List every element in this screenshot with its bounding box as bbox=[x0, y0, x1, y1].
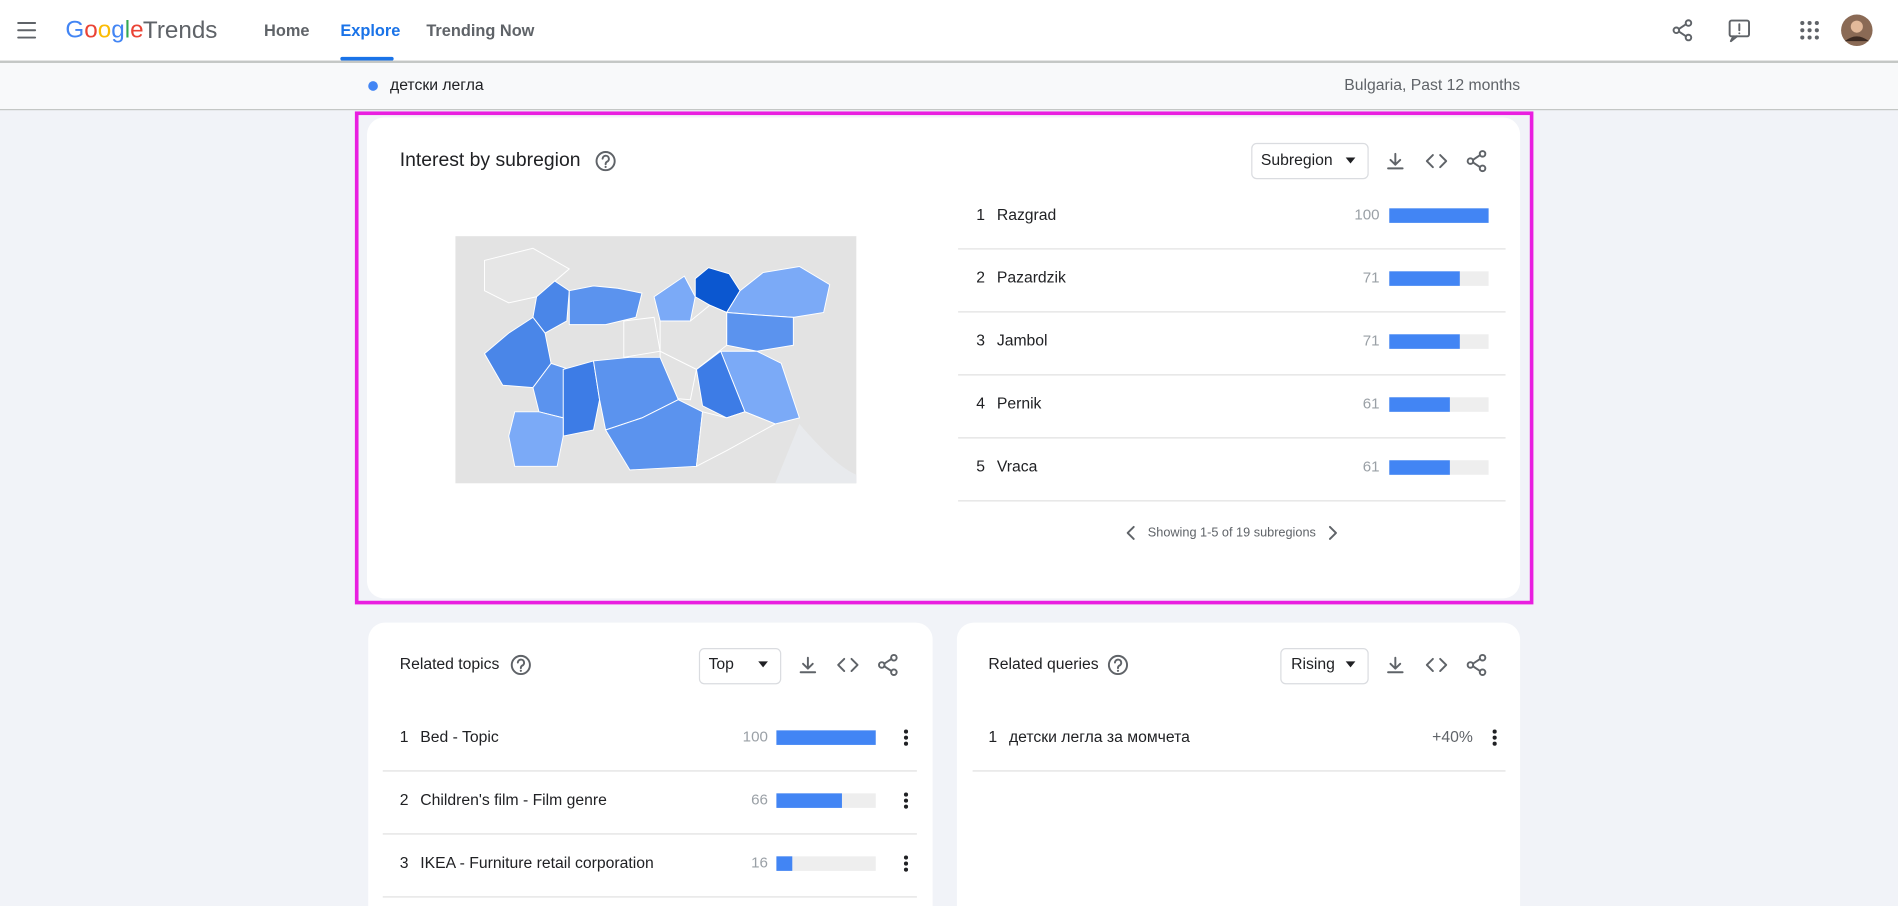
term-dot bbox=[368, 81, 378, 91]
nav-explore[interactable]: Explore bbox=[340, 22, 400, 40]
row-divider bbox=[382, 833, 917, 835]
bar bbox=[776, 856, 793, 871]
topics-title: Related topics bbox=[400, 656, 500, 673]
row-divider bbox=[958, 311, 1506, 313]
dropdown[interactable] bbox=[1251, 142, 1369, 180]
bar bbox=[1389, 460, 1450, 475]
logo-google[interactable]: Google bbox=[65, 17, 143, 44]
row-divider bbox=[958, 500, 1506, 502]
rank: 3 bbox=[400, 855, 409, 872]
dropdown-arrow bbox=[758, 661, 768, 668]
logo-trends[interactable]: Trends bbox=[143, 17, 217, 44]
nav-trending[interactable]: Trending Now bbox=[426, 22, 534, 40]
dropdown-label[interactable]: Top bbox=[709, 656, 735, 673]
prev-page[interactable] bbox=[1126, 525, 1135, 540]
dropdown[interactable] bbox=[1280, 648, 1369, 685]
rank: 1 bbox=[400, 729, 409, 746]
map bbox=[455, 236, 857, 484]
bar-track bbox=[776, 856, 876, 871]
row-label[interactable]: Bed - Topic bbox=[420, 729, 499, 746]
row-label[interactable]: Vraca bbox=[997, 459, 1038, 476]
search-bar bbox=[0, 62, 1898, 110]
apps-icon[interactable] bbox=[1800, 20, 1819, 40]
row-value: 61 bbox=[1363, 396, 1380, 413]
queries-card bbox=[956, 622, 1521, 906]
row-value: +40% bbox=[1432, 729, 1473, 746]
nav-home[interactable]: Home bbox=[264, 22, 309, 40]
search-context: Bulgaria, Past 12 months bbox=[1344, 77, 1520, 94]
row-value: 100 bbox=[1354, 207, 1379, 224]
avatar[interactable] bbox=[1841, 14, 1873, 47]
row-value: 100 bbox=[743, 729, 768, 746]
row-label[interactable]: IKEA - Furniture retail corporation bbox=[420, 855, 653, 872]
row-divider bbox=[972, 770, 1506, 772]
bar bbox=[1389, 397, 1450, 412]
rank: 3 bbox=[976, 333, 985, 350]
row-divider bbox=[958, 374, 1506, 376]
row-label[interactable]: Razgrad bbox=[997, 207, 1056, 224]
more-icon[interactable] bbox=[903, 792, 909, 809]
row-value: 71 bbox=[1363, 333, 1380, 350]
bar bbox=[776, 793, 842, 808]
top-bar bbox=[0, 0, 1898, 62]
more-icon[interactable] bbox=[1492, 729, 1497, 746]
dropdown-label[interactable]: Subregion bbox=[1261, 152, 1333, 169]
topics-card bbox=[368, 622, 933, 906]
row-divider bbox=[382, 896, 917, 898]
row-divider bbox=[958, 248, 1506, 250]
rank: 5 bbox=[976, 459, 985, 476]
bar bbox=[1389, 271, 1460, 286]
pagination: Showing 1-5 of 19 subregions bbox=[1148, 524, 1316, 539]
bar bbox=[1389, 208, 1489, 223]
logo-letter: o bbox=[98, 17, 111, 44]
dropdown-label[interactable]: Rising bbox=[1291, 656, 1335, 673]
dropdown[interactable] bbox=[698, 648, 782, 685]
logo-letter: g bbox=[111, 17, 124, 44]
logo-letter: G bbox=[65, 17, 84, 44]
dropdown-arrow bbox=[1345, 661, 1356, 668]
row-value: 61 bbox=[1363, 459, 1380, 476]
rank: 2 bbox=[976, 270, 985, 287]
menu-icon[interactable] bbox=[17, 22, 37, 39]
row-label[interactable]: Children's film - Film genre bbox=[420, 792, 607, 809]
top-bar-shadow bbox=[0, 60, 1898, 63]
highlight-frame bbox=[354, 111, 1534, 605]
row-divider bbox=[958, 437, 1506, 439]
feedback-icon[interactable] bbox=[1728, 19, 1750, 43]
logo-letter: o bbox=[84, 17, 97, 44]
next-page[interactable] bbox=[1328, 525, 1337, 540]
logo-letter: l bbox=[125, 17, 130, 44]
search-bar-border bbox=[0, 109, 1898, 111]
row-label[interactable]: детски легла за момчета bbox=[1009, 729, 1190, 746]
queries-title: Related queries bbox=[988, 656, 1098, 673]
row-value: 16 bbox=[751, 855, 768, 872]
rank: 2 bbox=[400, 792, 409, 809]
search-term: детски легла bbox=[390, 77, 484, 94]
row-divider bbox=[382, 770, 917, 772]
logo-letter: e bbox=[130, 17, 143, 44]
row-label[interactable]: Pazardzik bbox=[997, 270, 1066, 287]
more-icon[interactable] bbox=[903, 855, 909, 872]
row-value: 66 bbox=[751, 792, 768, 809]
rank: 4 bbox=[976, 396, 985, 413]
card-title: Interest by subregion bbox=[400, 149, 581, 171]
bar bbox=[1389, 334, 1460, 349]
bar bbox=[776, 730, 876, 745]
row-value: 71 bbox=[1363, 270, 1380, 287]
nav-active-indicator bbox=[340, 56, 394, 61]
row-label[interactable]: Jambol bbox=[997, 333, 1048, 350]
row-label[interactable]: Pernik bbox=[997, 396, 1042, 413]
more-icon[interactable] bbox=[903, 729, 909, 746]
rank: 1 bbox=[988, 729, 997, 746]
dropdown-arrow bbox=[1345, 157, 1356, 164]
rank: 1 bbox=[976, 207, 985, 224]
